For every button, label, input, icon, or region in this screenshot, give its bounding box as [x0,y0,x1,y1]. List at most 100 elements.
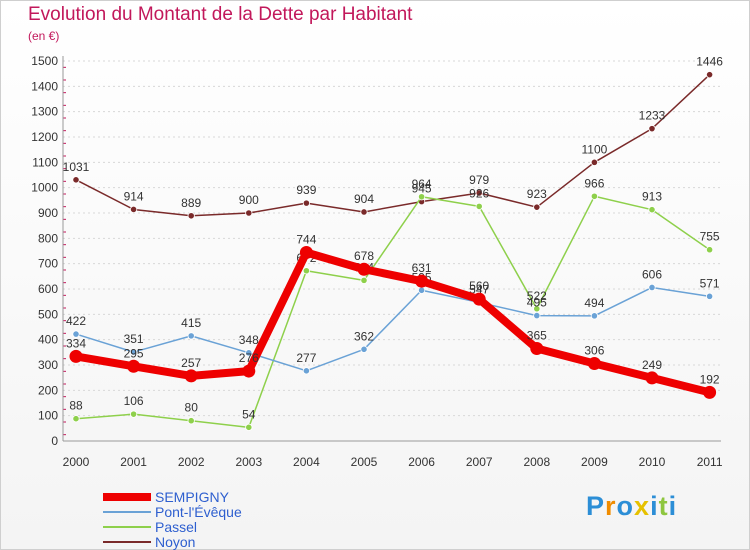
data-label: 900 [239,193,259,207]
y-tick-label: 0 [51,434,58,448]
data-point [299,246,313,260]
x-tick-label: 2010 [639,455,666,469]
series-line-passel [75,195,711,429]
data-point [360,276,368,284]
logo-letter: o [616,491,635,521]
y-tick-label: 1500 [31,54,58,68]
data-point [127,359,141,373]
legend-swatch [103,510,151,513]
y-tick-label: 1300 [31,105,58,119]
series-line-noyon [75,73,711,217]
y-tick-label: 400 [38,333,58,347]
y-tick-label: 900 [38,206,58,220]
chart-title: Evolution du Montant de la Dette par Hab… [28,4,413,25]
data-label: 889 [181,196,201,210]
data-point [648,283,656,292]
data-point [590,158,599,166]
data-label: 560 [469,279,489,293]
legend-item: SEMPIGNY [103,489,229,505]
data-point [302,367,310,375]
data-point [475,189,483,197]
legend-item: Noyon [103,533,196,550]
data-point [705,292,714,300]
data-point [475,202,483,211]
data-label: 494 [584,296,604,310]
data-point [360,345,368,353]
data-label: 422 [66,314,86,328]
unit-label: (en €) [28,29,60,43]
data-point [533,203,541,211]
data-point [360,208,368,216]
data-label: 276 [239,351,259,365]
y-tick-label: 1100 [32,155,58,169]
data-label: 631 [412,261,432,275]
data-point [72,330,80,338]
legend-label: Pont-l'Évêque [155,503,242,520]
data-label: 54 [242,407,256,421]
data-point [705,246,714,254]
data-point [187,212,195,220]
x-tick-label: 2009 [581,455,608,469]
data-point [69,349,83,363]
data-point [703,385,717,399]
y-tick-label: 200 [38,383,58,397]
legend-label: Noyon [155,533,196,550]
y-tick-label: 100 [38,409,58,423]
data-point [187,417,195,425]
data-label: 1233 [639,109,666,123]
data-label: 755 [700,230,720,244]
data-label: 926 [469,186,489,200]
x-tick-label: 2011 [697,455,723,469]
data-label: 365 [527,329,547,343]
y-tick-label: 600 [38,282,58,296]
legend-swatch [103,492,151,501]
data-label: 257 [181,356,201,370]
logo-letter: i [668,491,678,521]
data-label: 88 [69,399,83,413]
data-point [245,349,253,357]
y-tick-label: 300 [38,358,58,372]
logo-letter: P [586,491,606,521]
data-label: 306 [584,343,604,357]
data-label: 606 [642,267,662,281]
legend-swatch [103,540,151,543]
data-label: 1100 [581,142,607,156]
data-label: 495 [527,296,547,310]
data-point [302,267,310,275]
data-point [472,292,486,306]
data-label: 522 [527,289,547,303]
x-tick-label: 2002 [178,455,205,469]
data-point [417,286,426,294]
data-point [72,176,80,184]
y-tick-label: 1200 [31,130,58,144]
data-label: 923 [527,187,547,201]
legend-item: Pont-l'Évêque [103,503,242,520]
data-point [415,274,429,288]
data-point [587,356,601,370]
legend-item: Passel [103,519,197,535]
data-label: 362 [354,329,374,343]
data-point [530,342,544,356]
data-point [242,364,256,378]
data-label: 939 [296,183,316,197]
x-tick-label: 2008 [523,455,550,469]
data-label: 334 [66,336,86,350]
data-point [533,311,541,320]
x-tick-label: 2000 [63,455,90,469]
logo-letter: r [605,491,617,521]
data-point [645,371,659,385]
data-label: 348 [239,333,259,347]
y-tick-label: 1400 [31,79,58,93]
data-label: 678 [354,249,374,263]
data-label: 192 [700,372,720,386]
data-label: 106 [124,394,144,408]
x-tick-label: 2001 [120,455,147,469]
logo-letter: t [658,491,669,521]
data-label: 964 [412,177,432,191]
x-tick-label: 2004 [293,455,320,469]
data-point [417,193,426,201]
data-point [187,332,195,340]
legend-swatch [103,525,151,528]
